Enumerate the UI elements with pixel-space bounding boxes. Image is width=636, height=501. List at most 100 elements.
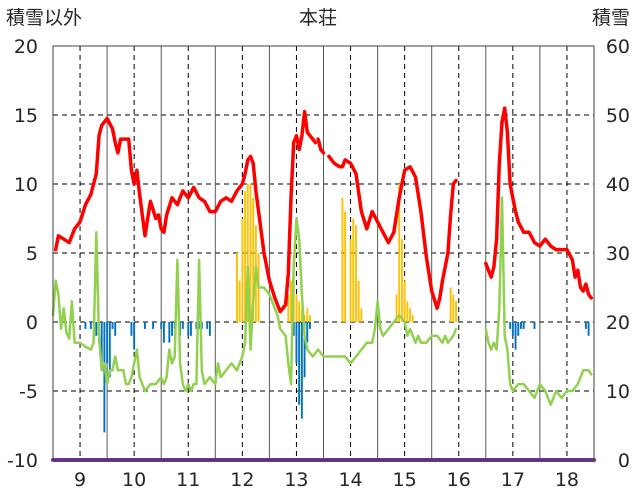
blue-bar (520, 322, 522, 329)
green-line (484, 196, 593, 407)
yellow-bar (455, 301, 457, 322)
yellow-bar (252, 197, 255, 322)
right-y-tick-label: 30 (606, 243, 630, 265)
blue-bar (533, 322, 536, 329)
yellow-bar (409, 308, 412, 322)
left-y-tick-label: 10 (14, 174, 38, 196)
left-y-axis-ticks: 20 15 10 5 0 -5 -10 (7, 36, 38, 472)
yellow-bar (403, 280, 406, 322)
x-axis-ticks: 9 10 11 12 13 14 15 16 17 18 (74, 469, 579, 491)
yellow-bar (411, 315, 414, 322)
blue-bar (514, 322, 517, 350)
yellow-bar (287, 294, 290, 322)
blue-bar (160, 322, 163, 329)
blue-bar (303, 322, 306, 378)
yellow-bar (395, 294, 398, 322)
blue-bar (187, 322, 190, 336)
blue-bar (208, 322, 211, 336)
blue-bar (522, 322, 525, 329)
left-axis-label: 積雪以外 (6, 7, 82, 29)
yellow-bar (449, 287, 452, 322)
yellow-bar (344, 211, 347, 322)
blue-bar (168, 322, 171, 343)
left-y-tick-label: 5 (26, 243, 38, 265)
chart-title: 本荘 (299, 7, 337, 29)
blue-bar (130, 322, 133, 336)
blue-bar (295, 322, 298, 364)
right-y-tick-label: 60 (606, 36, 630, 58)
blue-bar (95, 322, 98, 336)
yellow-bar (306, 308, 309, 322)
x-tick-label: 14 (338, 469, 362, 491)
left-y-tick-label: 20 (14, 36, 38, 58)
right-y-tick-label: 0 (618, 450, 630, 472)
x-tick-label: 12 (230, 469, 254, 491)
blue-bar (198, 322, 201, 329)
right-y-tick-label: 10 (606, 381, 630, 403)
yellow-bar (400, 239, 403, 322)
yellow-bar (357, 280, 360, 322)
plot-frame (52, 45, 595, 461)
blue-bar (181, 322, 184, 329)
blue-bar (300, 322, 303, 419)
red-line (53, 109, 318, 314)
right-y-tick-label: 20 (606, 312, 630, 334)
yellow-bar (246, 184, 249, 322)
blue-bar (111, 322, 114, 329)
plot-border (52, 45, 595, 461)
blue-bar (309, 322, 311, 329)
yellow-bar (244, 190, 247, 322)
blue-bar (306, 322, 309, 343)
blue-bar (103, 322, 106, 433)
blue-bar (171, 322, 173, 336)
yellow-bar (349, 239, 352, 322)
left-y-tick-label: -10 (7, 450, 38, 472)
blue-bar (100, 322, 103, 364)
yellow-bar (398, 184, 401, 322)
x-tick-label: 10 (122, 469, 146, 491)
blue-bar (114, 322, 117, 336)
left-y-tick-label: 15 (14, 105, 38, 127)
blue-bar (587, 322, 590, 336)
red-line (327, 154, 458, 310)
blue-bar (84, 322, 87, 329)
blue-bar (511, 322, 514, 336)
blue-bar (106, 322, 109, 364)
left-y-tick-label: 0 (26, 312, 38, 334)
red-line (484, 106, 594, 300)
right-y-tick-label: 40 (606, 174, 630, 196)
blue-bar (89, 322, 92, 329)
yellow-bar (290, 280, 292, 322)
yellow-bar (309, 315, 311, 322)
yellow-bar (452, 294, 455, 322)
yellow-bar (355, 225, 357, 322)
yellow-bar (238, 280, 241, 322)
right-y-axis-ticks: 60 50 40 30 20 10 0 (606, 36, 630, 472)
yellow-bar (249, 184, 252, 322)
blue-bar (206, 322, 209, 329)
x-tick-label: 17 (501, 469, 525, 491)
x-tick-label: 18 (555, 469, 579, 491)
blue-bar (162, 322, 165, 343)
x-tick-label: 13 (284, 469, 308, 491)
right-y-tick-label: 50 (606, 105, 630, 127)
blue-bar (509, 322, 512, 329)
blue-bar (190, 322, 192, 336)
yellow-bar (341, 197, 344, 322)
blue-bar (195, 322, 198, 329)
yellow-bar (298, 301, 301, 322)
yellow-bar (406, 301, 409, 322)
yellow-bar (235, 253, 238, 322)
left-y-tick-label: -5 (19, 381, 38, 403)
x-tick-label: 15 (393, 469, 417, 491)
yellow-bar (295, 294, 298, 322)
blue-bar (108, 322, 111, 378)
yellow-bar (300, 308, 303, 322)
blue-bar (152, 322, 155, 329)
blue-bar (292, 322, 295, 336)
x-tick-label: 11 (176, 469, 200, 491)
x-tick-label: 9 (74, 469, 86, 491)
yellow-bar (360, 308, 363, 322)
right-axis-label: 積雪 (592, 7, 630, 29)
